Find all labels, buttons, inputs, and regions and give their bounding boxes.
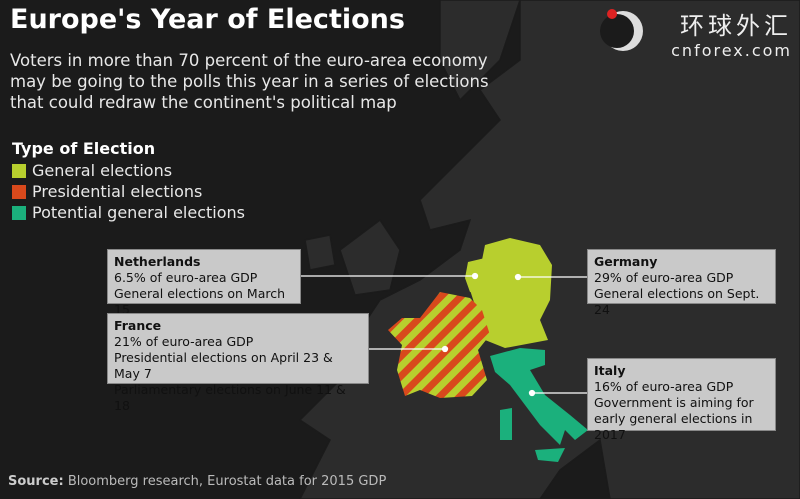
source: Source: Bloomberg research, Eurostat dat… — [8, 474, 386, 489]
legend-item: General elections — [12, 160, 245, 181]
callout: Germany 29% of euro-area GDP General elect… — [587, 249, 776, 317]
callout-line: 29% of euro-area GDP — [594, 270, 734, 285]
legend: Type of Election General elections Presid… — [12, 139, 245, 223]
legend-item: Potential general elections — [12, 202, 245, 223]
callout: Italy 16% of euro-area GDP Government is a… — [587, 358, 776, 442]
watermark-logo — [600, 9, 643, 51]
callout-line: Government is aiming for early general e… — [594, 395, 754, 442]
callout: France 21% of euro-area GDP Presidential e… — [107, 313, 369, 413]
italy — [490, 348, 588, 462]
callout-line: 16% of euro-area GDP — [594, 379, 734, 394]
legend-label: Presidential elections — [32, 182, 203, 201]
callout-country: Germany — [594, 254, 658, 269]
legend-title: Type of Election — [12, 139, 156, 158]
subtitle: Voters in more than 70 percent of the eu… — [10, 51, 489, 112]
callout: Netherlands 6.5% of euro-area GDP General … — [107, 249, 301, 317]
callout-country: Italy — [594, 363, 626, 378]
leader-lines — [300, 272, 588, 397]
watermark: 环球外汇 cnforex.com — [671, 6, 792, 60]
legend-swatch — [12, 163, 26, 178]
source-text: Bloomberg research, Eurostat data for 20… — [67, 474, 387, 489]
germany — [470, 238, 552, 348]
watermark-brand: 环球外汇 — [680, 12, 792, 40]
callout-country: Netherlands — [114, 254, 201, 269]
title: Europe's Year of Elections — [10, 4, 405, 35]
callout-line: 6.5% of euro-area GDP — [114, 270, 258, 285]
legend-item: Presidential elections — [12, 181, 245, 202]
legend-label: Potential general elections — [32, 203, 245, 222]
legend-swatch — [12, 205, 26, 220]
france — [388, 292, 490, 398]
legend-swatch — [12, 184, 26, 199]
callout-line: General elections on Sept. 24 — [594, 286, 760, 317]
callout-line: Parliamentary elections on June 11 & 18 — [114, 382, 346, 413]
callout-country: France — [114, 318, 162, 333]
source-label: Source: — [8, 474, 64, 489]
callout-line: Presidential elections on April 23 & May… — [114, 350, 333, 381]
watermark-url: cnforex.com — [671, 41, 792, 60]
callout-line: 21% of euro-area GDP — [114, 334, 254, 349]
legend-label: General elections — [32, 161, 173, 180]
